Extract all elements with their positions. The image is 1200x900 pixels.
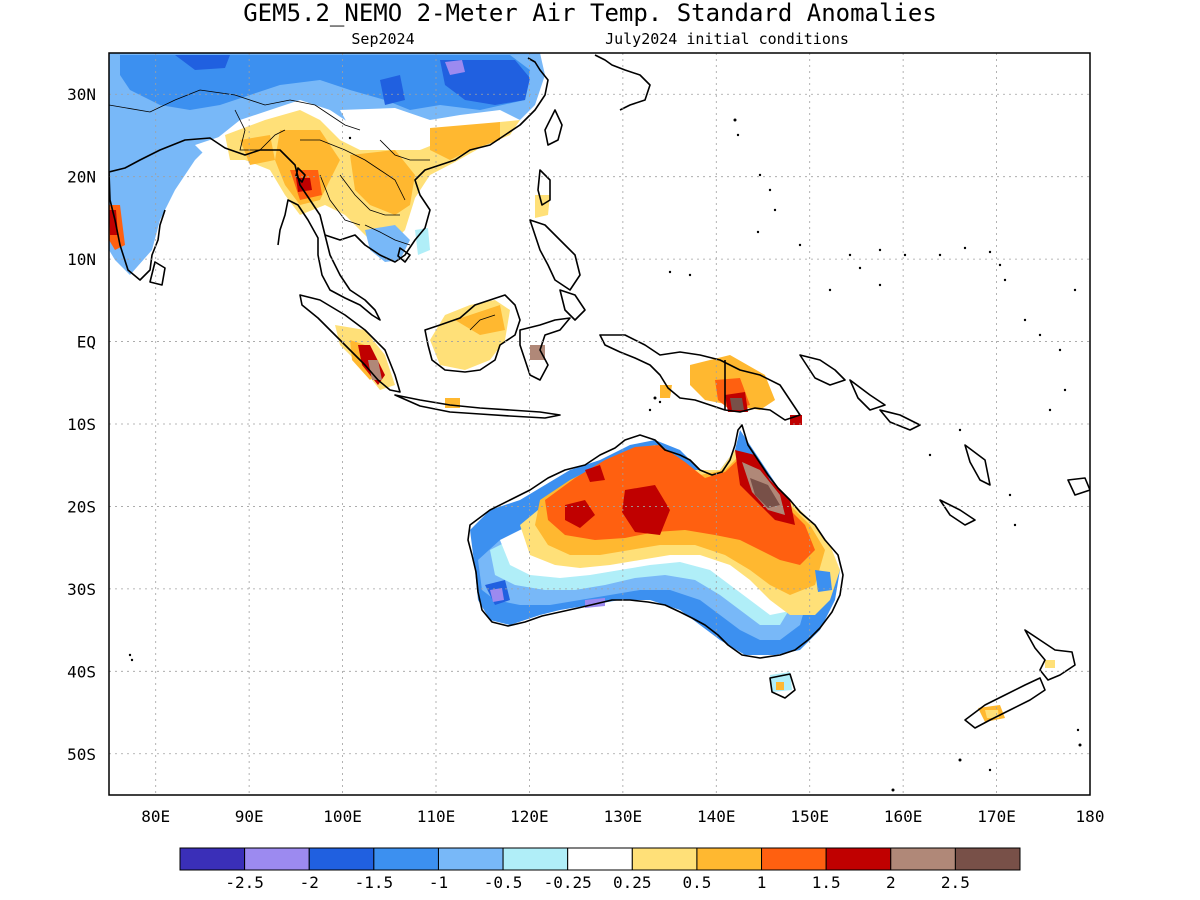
lon-tick-label: 100E bbox=[323, 807, 362, 826]
lat-tick-label: 40S bbox=[67, 662, 96, 681]
legend-label: 2 bbox=[886, 873, 896, 892]
latitude-axis: 30N 20N 10N EQ 10S 20S 30S 40S 50S bbox=[67, 85, 96, 764]
legend-label: 0.25 bbox=[613, 873, 652, 892]
legend-label: 1.5 bbox=[812, 873, 841, 892]
legend-swatch bbox=[954, 847, 1021, 871]
color-legend: -2.5 -2 -1.5 -1 -0.5 -0.25 0.25 0.5 1 1.5 2 2.5 bbox=[179, 847, 1021, 892]
anomaly-field-new-zealand bbox=[978, 660, 1055, 722]
legend-label: -2.5 bbox=[225, 873, 264, 892]
legend-swatch bbox=[890, 847, 956, 871]
longitude-axis: 80E 90E 100E 110E 120E 130E 140E 150E 160E 170E 18… bbox=[141, 807, 1104, 826]
legend-label: -1 bbox=[429, 873, 448, 892]
lat-tick-label: 50S bbox=[67, 745, 96, 764]
lat-tick-label: 30S bbox=[67, 580, 96, 599]
legend-swatch bbox=[696, 847, 763, 871]
lat-tick-label: 20S bbox=[67, 497, 96, 516]
lon-tick-label: 80E bbox=[141, 807, 170, 826]
anomaly-field-asia bbox=[109, 53, 545, 275]
initial-conditions: July2024 initial conditions bbox=[605, 30, 849, 48]
legend-label: 2.5 bbox=[941, 873, 970, 892]
lon-tick-label: 180 bbox=[1076, 807, 1105, 826]
lon-tick-label: 140E bbox=[697, 807, 736, 826]
lat-tick-label: EQ bbox=[77, 333, 96, 352]
lon-tick-label: 130E bbox=[604, 807, 643, 826]
map-title: GEM5.2_NEMO 2-Meter Air Temp. Standard A… bbox=[243, 0, 937, 27]
legend-label: 1 bbox=[757, 873, 767, 892]
legend-swatch bbox=[825, 847, 892, 871]
coastlines bbox=[109, 54, 1090, 729]
legend-swatch bbox=[373, 847, 439, 871]
lon-tick-label: 150E bbox=[790, 807, 829, 826]
legend-swatch bbox=[567, 847, 633, 871]
lon-tick-label: 120E bbox=[510, 807, 549, 826]
legend-label: 0.5 bbox=[682, 873, 711, 892]
gridlines bbox=[109, 53, 1090, 795]
legend-label: -0.25 bbox=[544, 873, 592, 892]
lon-tick-label: 110E bbox=[417, 807, 456, 826]
legend-swatch bbox=[179, 847, 246, 871]
country-borders bbox=[109, 89, 496, 331]
lon-tick-label: 170E bbox=[977, 807, 1016, 826]
lon-tick-label: 90E bbox=[235, 807, 264, 826]
lat-tick-label: 10S bbox=[67, 415, 96, 434]
lon-tick-label: 160E bbox=[884, 807, 923, 826]
legend-swatch bbox=[308, 847, 375, 871]
anomaly-field-australia bbox=[470, 430, 840, 692]
legend-swatch bbox=[631, 847, 698, 871]
legend-label: -0.5 bbox=[484, 873, 523, 892]
legend-label: -2 bbox=[300, 873, 319, 892]
lat-tick-label: 10N bbox=[67, 250, 96, 269]
lat-tick-label: 20N bbox=[67, 168, 96, 187]
legend-label: -1.5 bbox=[355, 873, 394, 892]
legend-swatch bbox=[244, 847, 310, 871]
map-area bbox=[109, 53, 1090, 795]
map-frame bbox=[108, 52, 1091, 796]
legend-swatch bbox=[761, 847, 827, 871]
lat-tick-label: 30N bbox=[67, 85, 96, 104]
islands bbox=[128, 118, 1082, 792]
legend-swatch bbox=[502, 847, 569, 871]
forecast-month: Sep2024 bbox=[351, 30, 414, 48]
legend-swatch bbox=[437, 847, 504, 871]
